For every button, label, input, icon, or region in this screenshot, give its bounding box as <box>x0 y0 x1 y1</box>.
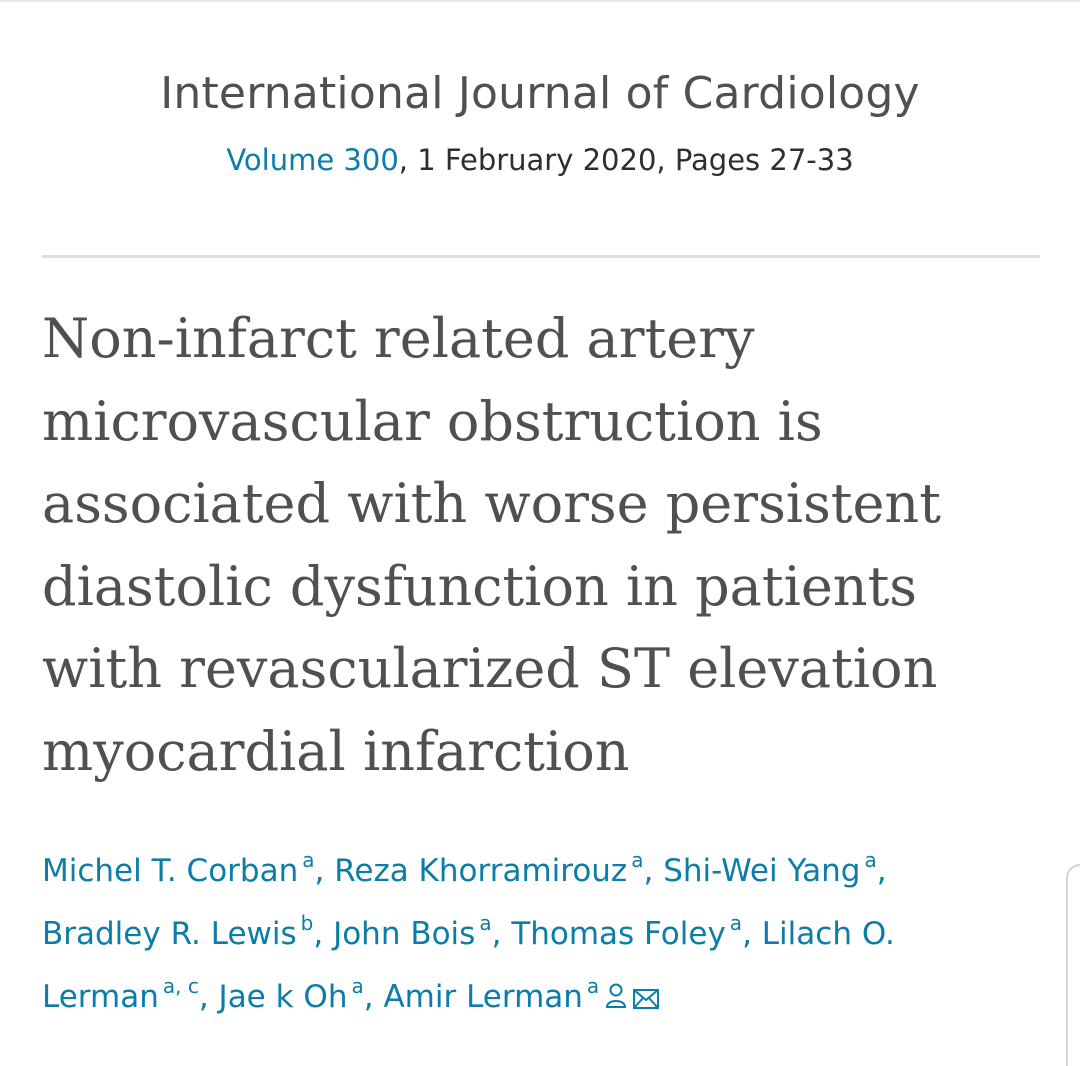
author-link[interactable]: Thomas Foley <box>511 916 726 952</box>
author-list: Michel T. Corban a, Reza Khorramirouz a, S… <box>42 840 1052 1031</box>
divider <box>42 255 1040 258</box>
article-title-line: microvascular obstruction is <box>42 389 823 453</box>
affiliation-marker[interactable]: b <box>300 911 314 935</box>
affiliation-marker[interactable]: a <box>302 848 315 872</box>
affiliation-marker[interactable]: a <box>351 974 364 998</box>
article-title: Non-infarct related artery microvascular… <box>42 298 1042 793</box>
affiliation-marker[interactable]: a, c <box>162 974 199 998</box>
volume-info: Volume 300, 1 February 2020, Pages 27-33 <box>0 140 1080 180</box>
author-link[interactable]: Jae k Oh <box>218 979 348 1015</box>
affiliation-marker[interactable]: a <box>586 974 600 998</box>
author-link[interactable]: Bradley R. Lewis <box>42 916 297 952</box>
author-link[interactable]: Reza Khorramirouz <box>334 853 628 889</box>
affiliation-marker[interactable]: a <box>479 911 492 935</box>
volume-link[interactable]: Volume 300 <box>226 143 399 177</box>
author-link[interactable]: Lilach O. <box>761 916 895 952</box>
author-line: Lerman a, c, Jae k Oh a, Amir Lerman a <box>42 966 1052 1031</box>
article-title-line: Non-infarct related artery <box>42 307 755 370</box>
author-link[interactable]: John Bois <box>333 916 476 952</box>
person-icon[interactable] <box>605 968 627 1031</box>
article-title-line: diastolic dysfunction in patients <box>42 554 917 618</box>
issue-info: , 1 February 2020, Pages 27-33 <box>398 143 854 177</box>
envelope-icon[interactable] <box>633 968 660 1031</box>
article-title-line: with revascularized ST elevation <box>42 637 938 700</box>
author-link[interactable]: Lerman <box>42 979 159 1015</box>
author-line: Michel T. Corban a, Reza Khorramirouz a, S… <box>42 848 887 889</box>
article-title-line: myocardial infarction <box>42 719 630 783</box>
affiliation-marker[interactable]: a <box>729 911 743 935</box>
affiliation-marker[interactable]: a <box>631 848 644 872</box>
author-line: Bradley R. Lewis b, John Bois a, Thomas Fo… <box>42 911 895 952</box>
journal-title[interactable]: International Journal of Cardiology <box>160 68 920 119</box>
article-title-line: associated with worse persistent <box>42 472 941 535</box>
top-rule <box>0 0 1080 2</box>
affiliation-marker[interactable]: a <box>864 848 877 872</box>
author-link[interactable]: Amir Lerman <box>383 979 583 1015</box>
scroll-handle[interactable] <box>1066 864 1080 1066</box>
author-link[interactable]: Shi-Wei Yang <box>663 853 861 889</box>
author-link[interactable]: Michel T. Corban <box>42 853 299 889</box>
